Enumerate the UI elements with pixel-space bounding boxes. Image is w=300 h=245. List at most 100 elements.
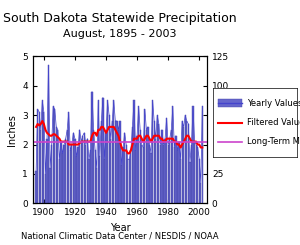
Bar bbox=[146, 130, 147, 203]
Bar bbox=[96, 168, 97, 203]
Bar bbox=[67, 130, 68, 203]
Bar bbox=[110, 139, 111, 203]
Text: South Dakota Statewide Precipitation: South Dakota Statewide Precipitation bbox=[3, 12, 237, 25]
Bar bbox=[183, 127, 184, 203]
Text: Long-Term Mean: Long-Term Mean bbox=[247, 137, 300, 146]
Bar bbox=[92, 92, 93, 203]
Bar bbox=[62, 153, 63, 203]
Bar bbox=[171, 130, 172, 203]
Bar bbox=[161, 130, 163, 203]
Bar bbox=[82, 136, 83, 203]
Bar bbox=[35, 171, 37, 203]
Bar bbox=[65, 139, 66, 203]
Bar bbox=[112, 121, 113, 203]
Bar bbox=[218, 99, 242, 107]
Bar bbox=[54, 109, 56, 203]
Bar bbox=[175, 136, 176, 203]
Bar bbox=[56, 127, 57, 203]
Bar bbox=[45, 174, 46, 203]
Bar bbox=[177, 150, 178, 203]
Bar bbox=[85, 145, 86, 203]
Bar bbox=[122, 147, 124, 203]
Bar bbox=[121, 165, 122, 203]
Bar bbox=[40, 130, 41, 203]
Bar bbox=[118, 130, 119, 203]
Bar bbox=[104, 159, 105, 203]
Bar bbox=[99, 156, 101, 203]
Bar bbox=[71, 145, 73, 203]
Bar bbox=[197, 147, 198, 203]
Bar bbox=[191, 145, 192, 203]
Bar bbox=[84, 133, 85, 203]
Bar bbox=[126, 145, 127, 203]
Bar bbox=[135, 150, 136, 203]
Bar bbox=[192, 106, 194, 203]
Bar bbox=[60, 142, 62, 203]
Bar bbox=[46, 139, 48, 203]
Bar bbox=[189, 162, 190, 203]
Bar bbox=[130, 150, 131, 203]
Bar bbox=[140, 130, 141, 203]
Bar bbox=[80, 142, 82, 203]
Bar bbox=[136, 136, 138, 203]
Bar bbox=[158, 124, 160, 203]
Text: Filtered Values: Filtered Values bbox=[247, 118, 300, 127]
Bar bbox=[138, 106, 139, 203]
Bar bbox=[129, 159, 130, 203]
Bar bbox=[76, 156, 77, 203]
Bar bbox=[77, 147, 79, 203]
Bar bbox=[134, 100, 135, 203]
Bar bbox=[169, 139, 170, 203]
Bar bbox=[102, 98, 104, 203]
Bar bbox=[73, 133, 74, 203]
Bar bbox=[37, 109, 38, 203]
Bar bbox=[59, 159, 60, 203]
Bar bbox=[202, 106, 203, 203]
Text: Yearly Values: Yearly Values bbox=[247, 99, 300, 108]
Bar bbox=[141, 145, 142, 203]
Bar bbox=[113, 100, 114, 203]
Bar bbox=[93, 130, 94, 203]
Bar bbox=[166, 118, 167, 203]
Bar bbox=[178, 142, 180, 203]
Bar bbox=[48, 65, 49, 203]
Bar bbox=[186, 121, 188, 203]
Bar bbox=[184, 115, 186, 203]
Bar bbox=[52, 106, 54, 203]
Bar bbox=[87, 139, 88, 203]
Bar bbox=[98, 100, 99, 203]
Bar bbox=[155, 139, 156, 203]
Bar bbox=[101, 121, 102, 203]
Bar bbox=[188, 124, 189, 203]
Bar bbox=[147, 127, 148, 203]
Bar bbox=[124, 133, 125, 203]
Bar bbox=[63, 145, 65, 203]
Bar bbox=[199, 159, 200, 203]
Bar bbox=[150, 153, 152, 203]
Bar bbox=[115, 121, 116, 203]
Bar bbox=[42, 100, 43, 203]
Bar bbox=[94, 150, 96, 203]
Bar bbox=[107, 100, 108, 203]
Text: National Climatic Data Center / NESDIS / NOAA: National Climatic Data Center / NESDIS /… bbox=[21, 231, 219, 240]
Bar bbox=[74, 139, 76, 203]
Text: August, 1895 - 2003: August, 1895 - 2003 bbox=[63, 29, 177, 39]
Bar bbox=[116, 121, 118, 203]
Bar bbox=[50, 168, 51, 203]
Bar bbox=[196, 145, 197, 203]
Y-axis label: Inches: Inches bbox=[7, 114, 17, 146]
Bar bbox=[157, 115, 158, 203]
Bar bbox=[143, 147, 144, 203]
Bar bbox=[152, 100, 153, 203]
Bar bbox=[200, 183, 201, 203]
Bar bbox=[167, 145, 169, 203]
Bar bbox=[172, 106, 173, 203]
Bar bbox=[149, 145, 150, 203]
Bar bbox=[90, 150, 91, 203]
Bar bbox=[88, 159, 90, 203]
Bar bbox=[154, 121, 155, 203]
X-axis label: Year: Year bbox=[110, 223, 130, 233]
Bar bbox=[105, 133, 106, 203]
Bar bbox=[182, 121, 183, 203]
Bar bbox=[109, 115, 110, 203]
